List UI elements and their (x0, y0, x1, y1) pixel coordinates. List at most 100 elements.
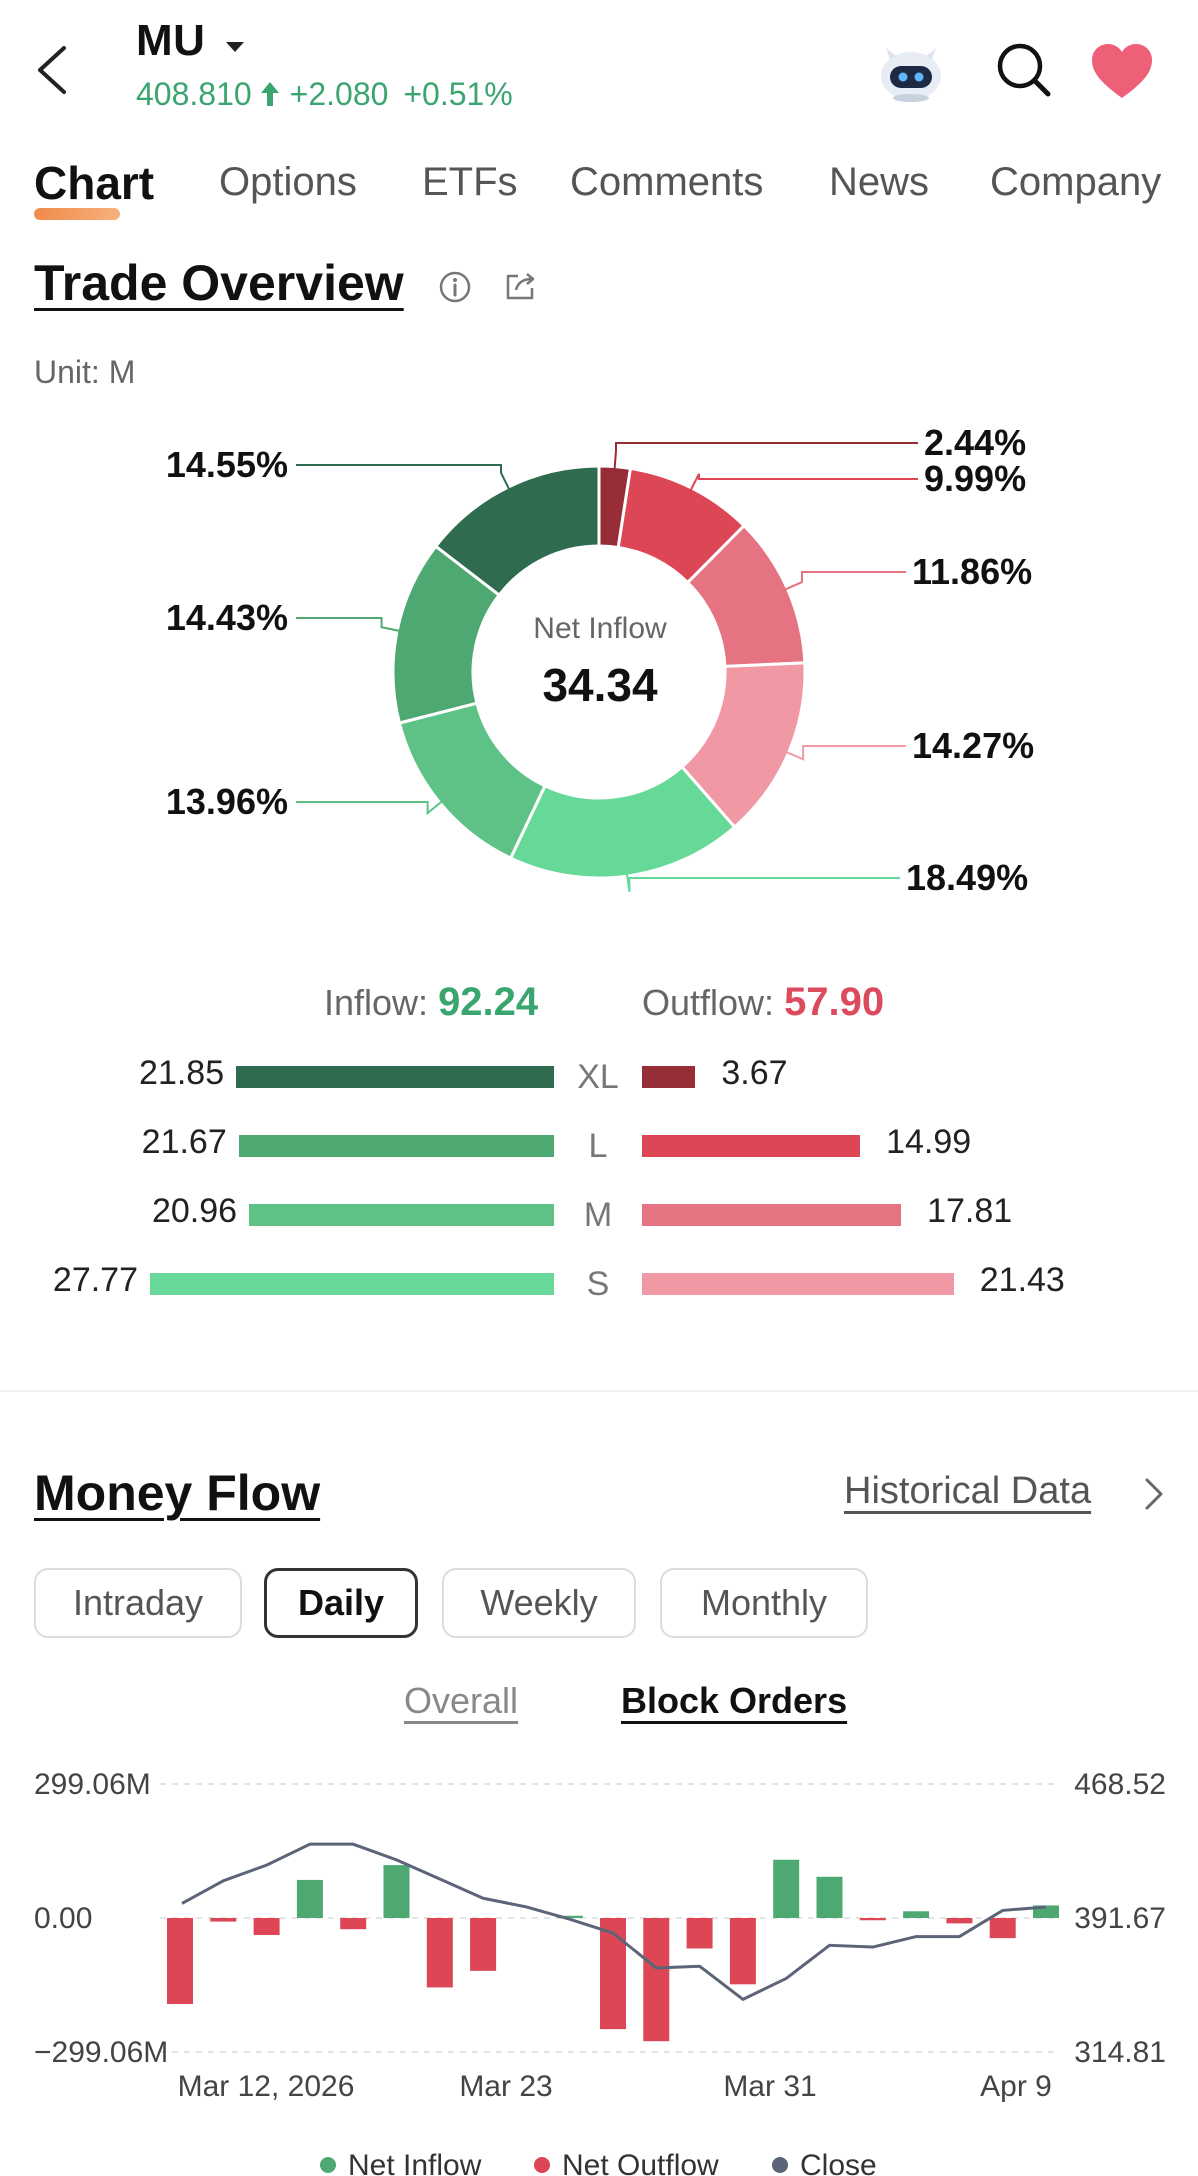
net-inflow-bar (903, 1911, 930, 1918)
net-inflow-bar (296, 1879, 323, 1918)
inflow-bar (249, 1204, 554, 1226)
net-outflow-bar (600, 1918, 626, 2030)
legend-label: Close (800, 2149, 877, 2176)
outflow-value: 14.99 (886, 1123, 972, 1161)
donut-value-label: 14.27% (912, 725, 1034, 766)
price-quote: 408.810 +2.080 +0.51% (136, 76, 519, 113)
net-outflow-bar (859, 1918, 886, 1921)
donut-value-label: 9.99% (924, 458, 1026, 499)
flow-row-xl: 21.85 XL 3.67 (0, 1054, 1198, 1104)
inflow-value: 21.85 (139, 1054, 225, 1092)
last-price: 408.810 (136, 76, 252, 112)
size-category-label: S (586, 1265, 610, 1303)
active-tab-indicator (34, 208, 120, 220)
stock-header: MU 408.810 +2.080 +0.51% (0, 0, 1198, 140)
outflow-bar (642, 1273, 954, 1295)
donut-slice-inflow-s (508, 764, 737, 880)
money-flow-title: Money Flow (34, 1465, 321, 1521)
info-icon[interactable] (438, 270, 472, 304)
tab-etfs[interactable]: ETFs (422, 160, 518, 204)
flow-row-s: 27.77 S 21.43 (0, 1261, 1198, 1311)
y-right-tick-label: 468.52 (1074, 1768, 1166, 1801)
donut-center: Net Inflow 34.34 (470, 612, 730, 712)
tab-options[interactable]: Options (219, 160, 357, 204)
outflow-bar (642, 1135, 861, 1157)
net-inflow-bar (383, 1865, 410, 1918)
outflow-total: Outflow: 57.90 (642, 980, 884, 1025)
net-outflow-bar (470, 1918, 497, 1971)
x-date-tick-label: Mar 31 (723, 2070, 816, 2103)
flow-row-l: 21.67 L 14.99 (0, 1123, 1198, 1173)
donut-leader-line (689, 473, 918, 493)
donut-leader-line (296, 799, 444, 816)
x-date-tick-label: Mar 12, 2026 (178, 2070, 355, 2103)
flow-row-m: 20.96 M 17.81 (0, 1192, 1198, 1242)
net-outflow-bar (946, 1918, 973, 1924)
back-arrow-icon[interactable] (30, 40, 80, 100)
period-daily-button[interactable]: Daily (264, 1568, 418, 1638)
period-intraday-button[interactable]: Intraday (34, 1568, 242, 1638)
donut-leader-line (783, 571, 906, 592)
y-left-tick-label: −299.06M (34, 2036, 168, 2069)
donut-value-label: 14.55% (166, 444, 288, 485)
net-outflow-bar (167, 1918, 193, 2005)
ticker-selector[interactable]: MU (136, 16, 246, 66)
net-inflow-label: Net Inflow (533, 612, 667, 645)
donut-leader-line (296, 617, 402, 633)
trade-overview-title: Trade Overview (34, 255, 404, 311)
search-icon[interactable] (992, 38, 1056, 102)
legend-dot (320, 2157, 336, 2173)
ticker-symbol: MU (136, 16, 206, 65)
size-category-label: L (588, 1127, 608, 1165)
net-inflow-bar (816, 1876, 843, 1918)
y-left-tick-label: 299.06M (34, 1768, 151, 1801)
tab-news[interactable]: News (829, 160, 930, 204)
net-outflow-bar (426, 1918, 453, 1988)
subtab-overall[interactable]: Overall (404, 1680, 519, 1721)
legend-dot (534, 2157, 550, 2173)
inflow-bar (150, 1273, 554, 1295)
outflow-label: Outflow: (642, 982, 775, 1023)
outflow-value: 17.81 (927, 1192, 1013, 1230)
tab-chart[interactable]: Chart (34, 157, 155, 209)
period-monthly-button[interactable]: Monthly (660, 1568, 868, 1638)
donut-value-label: 13.96% (166, 781, 288, 822)
price-change-pct: +0.51% (403, 76, 513, 112)
section-divider (0, 1390, 1198, 1392)
unit-label: Unit: M (34, 354, 136, 390)
net-inflow-value: 34.34 (542, 659, 658, 711)
net-outflow-bar (210, 1918, 237, 1922)
net-outflow-bar (686, 1918, 713, 1949)
y-right-tick-label: 314.81 (1074, 2036, 1166, 2069)
ai-assistant-robot-icon[interactable] (876, 40, 946, 104)
inflow-bar (238, 1135, 554, 1157)
subtab-block-orders[interactable]: Block Orders (621, 1680, 848, 1721)
caret-down-icon (225, 41, 244, 52)
inflow-value: 92.24 (438, 980, 539, 1024)
legend-label: Net Inflow (348, 2149, 482, 2176)
net-outflow-bar (253, 1918, 280, 1936)
tab-company[interactable]: Company (990, 160, 1162, 204)
legend-dot (772, 2157, 788, 2173)
y-right-tick-label: 391.67 (1074, 1902, 1166, 1935)
period-weekly-button[interactable]: Weekly (442, 1568, 636, 1638)
favorite-heart-icon[interactable] (1090, 42, 1154, 102)
donut-value-label: 14.43% (166, 597, 288, 638)
inflow-total: Inflow: 92.24 (324, 980, 538, 1025)
tab-comments[interactable]: Comments (570, 160, 764, 204)
outflow-value: 21.43 (979, 1261, 1065, 1299)
donut-slice-inflow-m (397, 701, 547, 861)
price-change: +2.080 (289, 76, 389, 112)
main-tabs: Chart Options ETFs Comments News Company (0, 152, 1198, 224)
arrow-up-icon (260, 81, 279, 106)
historical-data-link[interactable]: Historical Data (844, 1470, 1092, 1512)
net-outflow-bar (729, 1918, 756, 1985)
outflow-bar (642, 1204, 902, 1226)
chevron-right-icon[interactable] (1142, 1474, 1166, 1514)
donut-value-label: 11.86% (912, 551, 1032, 592)
outflow-bar (642, 1066, 696, 1088)
share-icon[interactable] (502, 268, 538, 304)
net-outflow-bar (989, 1918, 1016, 1939)
net-outflow-bar (643, 1918, 670, 2042)
donut-value-label: 18.49% (906, 857, 1028, 898)
